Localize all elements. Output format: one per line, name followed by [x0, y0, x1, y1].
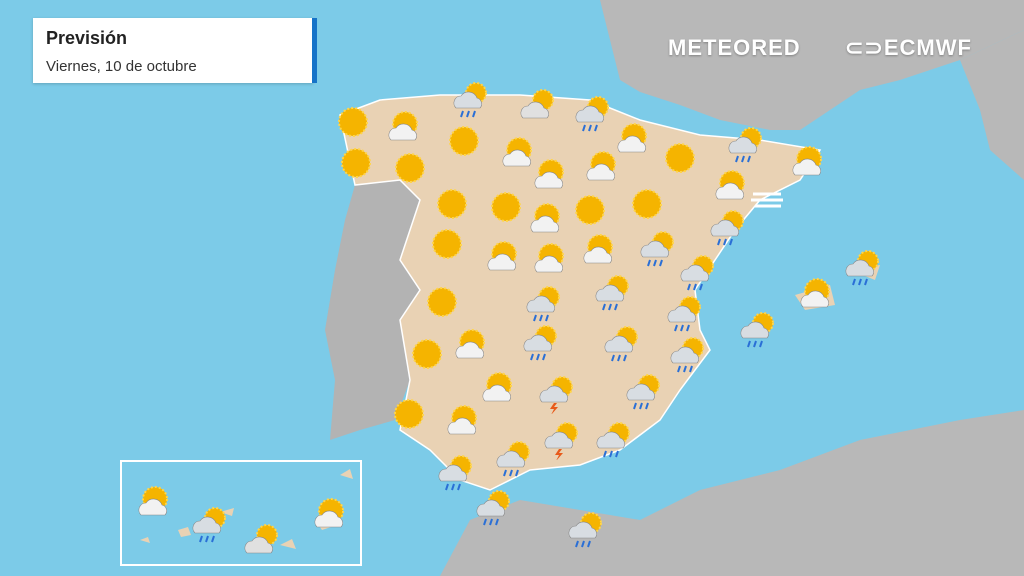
- rain-weather-icon: [593, 420, 633, 460]
- france-land: [600, 0, 1024, 130]
- ecmwf-symbol-icon: ⊂⊃: [845, 35, 884, 60]
- forecast-date: Viernes, 10 de octubre: [46, 58, 197, 75]
- page-title: Previsión: [46, 28, 128, 48]
- canary-islands-inset: [120, 460, 362, 566]
- rain-weather-icon: [623, 372, 663, 412]
- sun-cloud-weather-icon: [497, 134, 537, 174]
- sun-cloud-weather-icon: [482, 238, 522, 278]
- forecast-header: Previsión Viernes, 10 de octubre: [33, 18, 317, 83]
- sun-weather-icon: [432, 184, 472, 224]
- rain-weather-icon: [520, 323, 560, 363]
- italy-land: [960, 30, 1024, 180]
- sun-cloud-weather-icon: [442, 402, 482, 442]
- sun-cloud-weather-icon: [383, 108, 423, 148]
- rain-weather-icon: [435, 453, 475, 493]
- rain-weather-icon: [565, 510, 605, 550]
- sun-weather-icon: [660, 138, 700, 178]
- rain-weather-icon: [667, 335, 707, 375]
- sun-weather-icon: [336, 143, 376, 183]
- sun-weather-icon: [422, 282, 462, 322]
- cloud-sun-weather-icon: [517, 86, 557, 126]
- sun-weather-icon: [389, 394, 429, 434]
- accent-bar: [312, 18, 317, 83]
- sun-cloud-weather-icon: [581, 148, 621, 188]
- rain-weather-icon: [493, 439, 533, 479]
- sun-weather-icon: [444, 121, 484, 161]
- sun-cloud-weather-icon: [529, 240, 569, 280]
- rain-weather-icon: [707, 208, 747, 248]
- portugal-land: [325, 180, 420, 440]
- sun-weather-icon: [407, 334, 447, 374]
- fog-weather-icon: [747, 180, 787, 220]
- sun-cloud-weather-icon: [450, 326, 490, 366]
- rain-weather-icon: [572, 94, 612, 134]
- meteored-logo: METEORED: [668, 35, 801, 60]
- rain-weather-icon: [523, 284, 563, 324]
- rain-weather-icon: [842, 248, 882, 288]
- sun-cloud-weather-icon: [795, 275, 835, 315]
- sun-cloud-weather-icon: [710, 167, 750, 207]
- rain-weather-icon: [664, 294, 704, 334]
- sun-weather-icon: [333, 102, 373, 142]
- ecmwf-logo: ⊂⊃ECMWF: [845, 35, 972, 60]
- sun-cloud-weather-icon: [477, 369, 517, 409]
- sun-weather-icon: [427, 224, 467, 264]
- sun-cloud-weather-icon: [309, 495, 349, 535]
- storm-weather-icon: [536, 374, 576, 415]
- sun-cloud-weather-icon: [578, 231, 618, 271]
- sun-weather-icon: [627, 184, 667, 224]
- rain-weather-icon: [737, 310, 777, 350]
- rain-weather-icon: [725, 125, 765, 165]
- rain-weather-icon: [189, 505, 229, 545]
- sun-cloud-weather-icon: [133, 483, 173, 523]
- rain-weather-icon: [677, 253, 717, 293]
- sun-weather-icon: [570, 190, 610, 230]
- sun-cloud-weather-icon: [525, 200, 565, 240]
- rain-weather-icon: [473, 488, 513, 528]
- sun-cloud-weather-icon: [612, 120, 652, 160]
- rain-weather-icon: [637, 229, 677, 269]
- sun-weather-icon: [486, 187, 526, 227]
- sun-cloud-weather-icon: [787, 143, 827, 183]
- rain-weather-icon: [592, 273, 632, 313]
- rain-weather-icon: [450, 80, 490, 120]
- storm-weather-icon: [541, 420, 581, 461]
- cloud-sun-weather-icon: [241, 521, 281, 561]
- sun-cloud-weather-icon: [529, 156, 569, 196]
- sun-weather-icon: [390, 148, 430, 188]
- rain-weather-icon: [601, 324, 641, 364]
